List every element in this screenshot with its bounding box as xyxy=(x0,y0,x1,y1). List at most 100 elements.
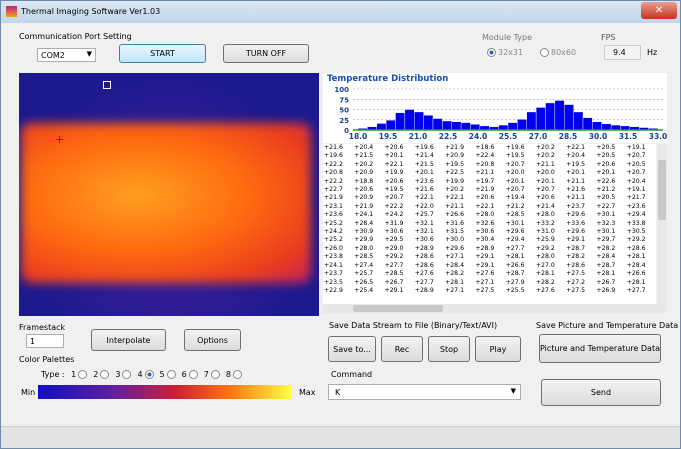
table-cell: +27.7 xyxy=(414,279,444,287)
y-tick-label: 100 xyxy=(334,86,349,94)
table-cell: +21.9 xyxy=(323,194,353,202)
table-cell: +27.1 xyxy=(474,279,504,287)
command-select[interactable]: K▼ xyxy=(328,384,521,400)
table-cell: +30.5 xyxy=(626,228,656,236)
radio-option[interactable]: 7 xyxy=(204,370,222,379)
label: Save Data Stream to File (Binary/Text/AV… xyxy=(329,321,497,330)
table-cell: +21.9 xyxy=(444,144,474,152)
table-cell: +30.6 xyxy=(384,228,414,236)
window-title: Thermal Imaging Software Ver1.03 xyxy=(21,7,160,16)
table-row: +25.2+28.4+31.9+32.1+31.6+32.6+30.1+33.2… xyxy=(323,220,656,228)
table-cell: +22.6 xyxy=(595,178,625,186)
radio-option[interactable]: 8 xyxy=(226,370,244,379)
radio-label: 2 xyxy=(93,370,98,379)
table-cell: +32.1 xyxy=(414,220,444,228)
radio-option[interactable]: 5 xyxy=(160,370,178,379)
table-cell: +28.5 xyxy=(353,253,383,261)
table-cell: +29.1 xyxy=(565,236,595,244)
table-row: +22.2+20.2+22.1+21.5+19.5+20.8+20.7+21.1… xyxy=(323,161,656,169)
radio-option[interactable]: 4 xyxy=(137,370,155,379)
table-cell: +26.6 xyxy=(505,262,535,270)
select-value: K xyxy=(335,388,340,397)
stream-button[interactable]: Play xyxy=(475,336,521,362)
table-row: +25.2+29.9+29.5+30.6+30.0+30.4+29.4+25.9… xyxy=(323,236,656,244)
table-cell: +28.2 xyxy=(444,270,474,278)
table-cell: +28.2 xyxy=(595,245,625,253)
radio-button[interactable] xyxy=(100,370,109,379)
table-cell: +25.7 xyxy=(414,211,444,219)
table-cell: +20.7 xyxy=(384,194,414,202)
radio-option[interactable]: 3 xyxy=(115,370,133,379)
radio-button[interactable] xyxy=(122,370,131,379)
table-cell: +21.6 xyxy=(565,186,595,194)
table-cell: +28.9 xyxy=(414,287,444,295)
x-tick-label: 22.5 xyxy=(439,132,458,141)
picture-button[interactable]: Picture and Temperature Data xyxy=(539,334,661,363)
table-cell: +29.6 xyxy=(565,228,595,236)
radio-label: 8 xyxy=(226,370,231,379)
table-cell: +25.2 xyxy=(323,220,353,228)
table-cell: +20.1 xyxy=(595,169,625,177)
close-button[interactable]: ✕ xyxy=(641,2,677,19)
bar xyxy=(386,120,395,130)
table-cell: +32.6 xyxy=(474,220,504,228)
radio-button[interactable] xyxy=(189,370,198,379)
radio-button[interactable] xyxy=(167,370,176,379)
minimize-button[interactable] xyxy=(561,3,586,19)
radio-option[interactable]: 6 xyxy=(182,370,200,379)
radio-option[interactable]: 80x60 xyxy=(538,48,576,57)
vertical-scrollbar[interactable] xyxy=(657,144,667,313)
x-tick-label: 19.5 xyxy=(379,132,398,141)
x-tick-label: 28.5 xyxy=(559,132,578,141)
options-button[interactable]: Options xyxy=(184,329,241,351)
table-cell: +21.2 xyxy=(505,203,535,211)
table-cell: +28.4 xyxy=(626,262,656,270)
table-cell: +20.5 xyxy=(595,152,625,160)
bar xyxy=(396,113,405,130)
table-cell: +20.6 xyxy=(535,194,565,202)
table-row: +23.6+24.1+24.2+25.7+26.6+28.0+28.5+28.0… xyxy=(323,211,656,219)
send-button[interactable]: Send xyxy=(541,379,661,406)
radio-option[interactable]: 1 xyxy=(71,370,89,379)
table-cell: +29.1 xyxy=(384,287,414,295)
table-cell: +22.0 xyxy=(414,203,444,211)
stream-button[interactable]: Rec xyxy=(381,336,423,362)
radio-option[interactable]: 32x31 xyxy=(485,48,523,57)
interpolate-button[interactable]: Interpolate xyxy=(91,329,166,351)
stream-button[interactable]: Save to... xyxy=(328,336,376,362)
table-cell: +20.4 xyxy=(565,152,595,160)
table-cell: +24.1 xyxy=(323,262,353,270)
radio-button[interactable] xyxy=(78,370,87,379)
table-cell: +28.0 xyxy=(353,245,383,253)
table-cell: +27.6 xyxy=(414,270,444,278)
table-cell: +19.6 xyxy=(505,144,535,152)
data-table: +21.6+20.4+20.6+19.6+21.9+18.6+19.6+20.2… xyxy=(323,144,656,304)
framestack-spinner[interactable]: 1 xyxy=(26,334,64,348)
table-cell: +28.7 xyxy=(595,262,625,270)
radio-option[interactable]: 2 xyxy=(93,370,111,379)
table-cell: +23.5 xyxy=(323,279,353,287)
table-cell: +28.1 xyxy=(626,253,656,261)
table-cell: +21.1 xyxy=(444,203,474,211)
turn-off-button[interactable]: TURN OFF xyxy=(223,44,309,63)
table-cell: +33.8 xyxy=(626,220,656,228)
table-cell: +31.0 xyxy=(535,228,565,236)
table-cell: +32.3 xyxy=(595,220,625,228)
label: Save Picture and Temperature Data to Fil… xyxy=(536,321,681,330)
radio-button[interactable] xyxy=(211,370,220,379)
table-cell: +21.9 xyxy=(353,203,383,211)
start-button[interactable]: START xyxy=(119,44,206,63)
radio-button[interactable] xyxy=(145,370,154,379)
table-cell: +20.8 xyxy=(323,169,353,177)
horizontal-scrollbar[interactable] xyxy=(323,304,657,313)
radio-button[interactable] xyxy=(233,370,242,379)
maximize-button[interactable] xyxy=(589,3,614,19)
radio-label: 3 xyxy=(115,370,120,379)
stream-button[interactable]: Stop xyxy=(428,336,470,362)
port-select[interactable]: COM2▼ xyxy=(37,48,96,62)
label: FPS xyxy=(601,33,616,42)
table-cell: +21.1 xyxy=(535,161,565,169)
table-cell: +20.9 xyxy=(353,194,383,202)
table-row: +19.6+21.5+20.1+21.4+20.9+22.4+19.5+20.2… xyxy=(323,152,656,160)
